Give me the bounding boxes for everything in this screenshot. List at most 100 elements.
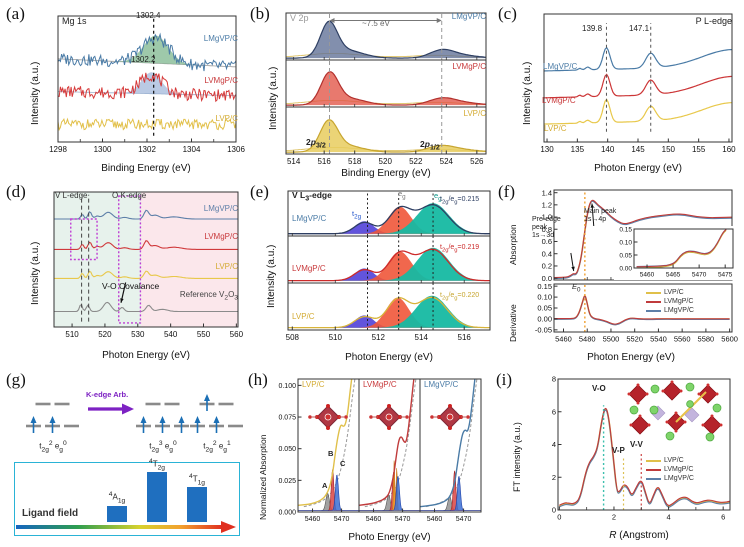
legend: LVP/C LVMgP/C LMgVP/C [646,456,694,483]
panel-i: (i) FT intensity (a.u.) 0 2 4 6 0 2 4 6 8 V-O V-… [496,370,744,547]
svg-text:550: 550 [197,330,211,339]
shell-label-vv: V-V [630,440,643,449]
svg-text:0.05: 0.05 [537,304,552,313]
svg-text:520: 520 [379,157,393,166]
svg-text:5540: 5540 [650,335,667,344]
svg-text:518: 518 [348,157,362,166]
svg-text:516: 516 [317,157,331,166]
series-label: LVMgP/C [204,232,238,241]
ratio-label: t2g/eg=0.219 [440,244,480,254]
svg-text:540: 540 [164,330,178,339]
svg-text:1304: 1304 [183,145,201,154]
series-label: LVMgP/C [292,264,326,273]
svg-text:1.0: 1.0 [542,213,552,222]
svg-text:0.2: 0.2 [542,262,552,271]
panel-c: (c) Intensity (a.u.) 130 135 140 145 150 155 1… [496,0,744,180]
shell-label-vo: V-O [592,384,606,393]
svg-text:1302: 1302 [138,145,156,154]
xas-vl-ok-plot: 510 520 530 540 550 560 [53,191,244,339]
panel-f: (f) Absorption Derivative 0.0 0.2 0.4 0.6 0.… [496,180,744,370]
legend-item: LMgVP/C [646,306,694,315]
plot-title: P L-edge [695,16,732,26]
svg-text:0.075: 0.075 [278,414,296,421]
peak-annotation: 1302.2 [131,55,156,64]
region-label: V L-edge [55,191,88,200]
svg-text:522: 522 [409,157,423,166]
plot-title: V 2p [290,13,309,23]
svg-text:0.4: 0.4 [542,249,552,258]
svg-text:2: 2 [612,513,616,522]
svg-text:4: 4 [552,440,556,449]
plot-title: V L3-edge [292,190,332,203]
fit-peak-label-b: B [328,449,334,458]
orbital-diagram-t2g2eg1 [190,394,243,433]
svg-text:0: 0 [552,506,556,515]
bar-label: 4A1g [108,491,126,505]
bar-4t1g [187,487,207,522]
series-label: LVP/C [215,262,238,271]
svg-text:5460: 5460 [305,516,321,523]
series-label: Reference V2O3 [179,290,238,302]
svg-text:5560: 5560 [674,335,691,344]
svg-text:0.8: 0.8 [542,225,552,234]
legend-swatch [646,459,661,462]
x-axis-label: Photon Energy (eV) [102,350,190,361]
transition-arrow-label: K-edge Arb. [86,390,129,399]
main-peak-annotation: Main peak 1s→4p [584,208,616,224]
series-label: LVP/C [302,380,325,389]
x-axis-label: R (Angstrom) [609,530,669,541]
bar-group: 4T2g [144,458,170,522]
y-axis-label: Intensity (a.u.) [30,241,41,305]
legend-swatch [646,477,661,480]
legend-item: LVP/C [646,288,694,297]
series-label: LMgVP/C [451,12,486,21]
series-label: LMgVP/C [543,62,578,71]
peak-annotation: 139.8 [582,24,603,33]
annotation-line: 1s→4p [584,216,607,224]
peak-annotation: 147.1 [629,24,650,33]
ligand-field-bars: 4A1g 4T2g 4T1g [104,458,210,522]
covalence-annotation: V-O Covalance [102,281,160,291]
x-axis-label: Binding Energy (eV) [341,168,431,179]
bar-label: 4T2g [149,457,165,471]
x-axis-label: Photon Energy (eV) [594,163,682,174]
config-label: t2g2 eg1 [203,440,231,454]
series-label: LMgVP/C [203,204,238,213]
ligand-field-box [14,462,240,536]
ligand-field-label: Ligand field [22,508,79,519]
exafs-ft-plot: 0 2 4 6 0 2 4 6 8 [552,375,731,522]
svg-text:514: 514 [287,157,301,166]
svg-text:0.000: 0.000 [278,509,296,516]
svg-text:0.05: 0.05 [619,252,632,259]
preedge-subplot-lvmgp: 5460 5470 [358,378,421,523]
legend-label: LMgVP/C [664,475,694,482]
annotation-line: 1s→3d [532,232,555,240]
series-label: LVP/C [463,109,486,118]
mg1s-plot: 1298 1300 1302 1304 1306 [49,15,245,154]
p-ledge-plot: 130 135 140 145 150 155 160 [540,13,736,154]
panel-letter: (i) [496,370,513,389]
svg-text:5470: 5470 [456,516,472,523]
svg-text:8: 8 [552,375,556,384]
svg-text:0.050: 0.050 [278,446,296,453]
panel-g: (g) K-edge Arb. t2g2 eg0 t2g3 eg0 t2g2 e… [0,370,248,547]
svg-text:145: 145 [631,145,645,154]
panel-e: (e) Intensity (a.u.) 508 510 512 514 516 V L… [248,180,496,370]
svg-text:0: 0 [557,513,561,522]
bar-4a1g [107,505,127,522]
series-label: LMgVP/C [203,34,238,43]
svg-text:5520: 5520 [626,335,643,344]
svg-text:5460: 5460 [427,516,443,523]
svg-text:524: 524 [440,157,454,166]
y-axis-label: Intensity (a.u.) [268,66,279,130]
series-label: LVP/C [544,124,567,133]
peak-annotation: 1302.4 [136,11,161,20]
panel-letter: (c) [498,4,517,23]
x-axis-label: Photon Energy (eV) [587,352,675,363]
svg-text:0.10: 0.10 [619,239,632,246]
panel-letter: (d) [6,182,26,201]
splitting-annotation: ~7.5 eV [362,19,390,28]
bar-4t2g [147,472,167,522]
panel-d: (d) Intensity (a.u.) 510 520 530 540 550 560 … [0,180,248,370]
